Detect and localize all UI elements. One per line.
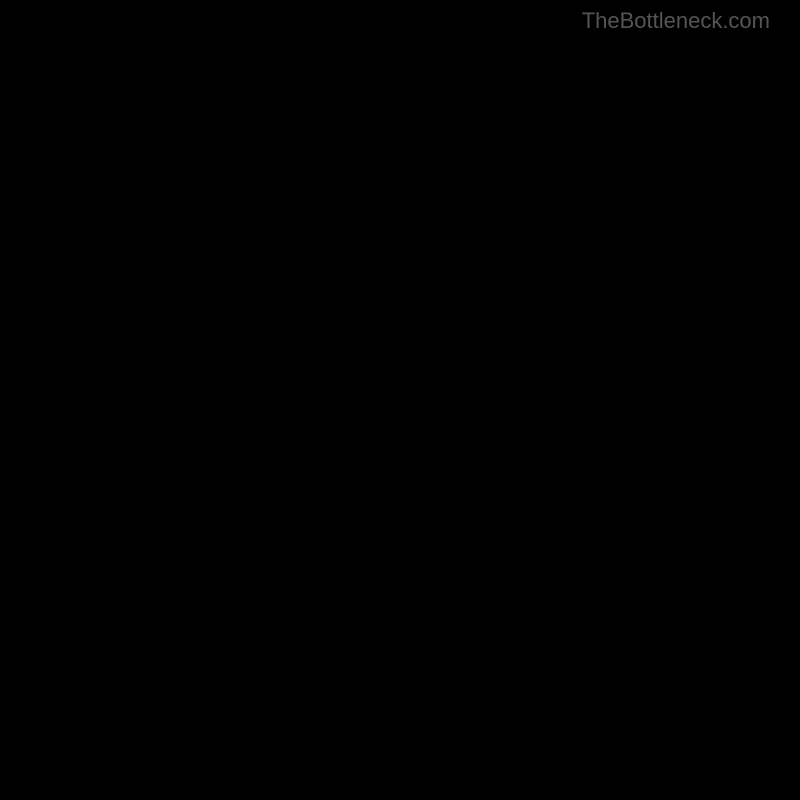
chart-container: TheBottleneck.com	[0, 0, 800, 800]
bottleneck-heatmap	[40, 40, 760, 760]
watermark-label: TheBottleneck.com	[582, 8, 770, 34]
